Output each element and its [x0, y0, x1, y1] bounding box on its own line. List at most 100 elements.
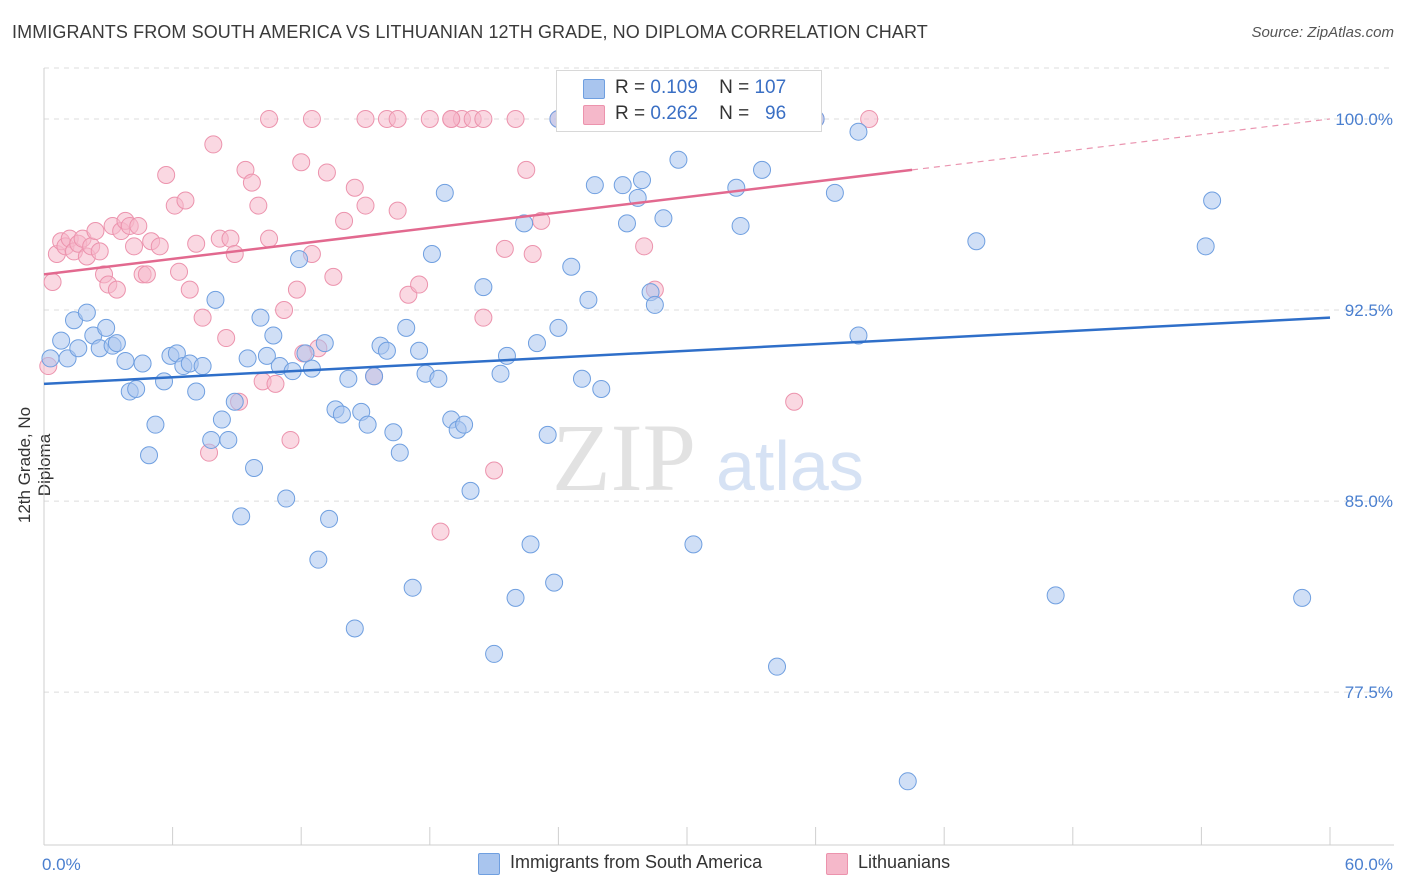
x-tick-max: 60.0%	[1345, 855, 1393, 874]
data-point-lithuanians	[221, 229, 240, 248]
data-point-lithuanians	[43, 272, 62, 291]
data-point-south-america	[107, 334, 126, 353]
data-point-lithuanians	[260, 229, 279, 248]
data-point-south-america	[345, 619, 364, 638]
data-point-south-america	[219, 430, 238, 449]
data-point-south-america	[410, 341, 429, 360]
data-point-south-america	[41, 349, 60, 368]
stats-legend: R = 0.109 N = 107 R = 0.262 N = 96	[556, 70, 822, 132]
data-point-south-america	[538, 425, 557, 444]
n-value: 96	[765, 103, 787, 124]
data-point-lithuanians	[523, 244, 542, 263]
legend-row-pink: R = 0.262 N = 96	[615, 103, 786, 125]
data-point-south-america	[506, 588, 525, 607]
data-point-south-america	[474, 278, 493, 297]
bottom-legend-swatch-blue	[478, 853, 500, 875]
data-point-south-america	[384, 423, 403, 442]
data-point-south-america	[549, 318, 568, 337]
data-point-lithuanians	[204, 135, 223, 154]
axes	[43, 68, 1394, 846]
r-label: R =	[615, 103, 646, 124]
data-point-south-america	[645, 295, 664, 314]
data-point-lithuanians	[275, 301, 294, 320]
data-point-lithuanians	[495, 239, 514, 258]
chart-title: IMMIGRANTS FROM SOUTH AMERICA VS LITHUAN…	[12, 22, 928, 42]
data-point-south-america	[155, 372, 174, 391]
data-point-south-america	[377, 341, 396, 360]
data-point-south-america	[77, 303, 96, 322]
data-point-south-america	[365, 367, 384, 386]
data-point-south-america	[654, 209, 673, 228]
data-point-south-america	[562, 257, 581, 276]
data-point-south-america	[527, 334, 546, 353]
data-point-lithuanians	[176, 191, 195, 210]
data-point-south-america	[545, 573, 564, 592]
data-point-south-america	[632, 171, 651, 190]
data-point-lithuanians	[180, 280, 199, 299]
data-point-south-america	[264, 326, 283, 345]
data-point-lithuanians	[125, 237, 144, 256]
data-point-south-america	[455, 415, 474, 434]
data-point-south-america	[277, 489, 296, 508]
data-point-lithuanians	[170, 262, 189, 281]
data-point-south-america	[461, 481, 480, 500]
data-point-south-america	[1293, 588, 1312, 607]
data-point-south-america	[515, 214, 534, 233]
data-point-lithuanians	[388, 201, 407, 220]
x-tick-min: 0.0%	[42, 855, 81, 874]
data-point-south-america	[232, 507, 251, 526]
data-point-south-america	[290, 250, 309, 269]
data-point-south-america	[397, 318, 416, 337]
data-point-lithuanians	[107, 280, 126, 299]
data-point-south-america	[403, 578, 422, 597]
data-point-lithuanians	[324, 267, 343, 286]
data-point-south-america	[97, 318, 116, 337]
data-point-lithuanians	[532, 211, 551, 230]
data-point-lithuanians	[474, 308, 493, 327]
data-point-south-america	[731, 216, 750, 235]
data-point-south-america	[825, 183, 844, 202]
y-tick-label: 100.0%	[1335, 110, 1393, 129]
data-point-south-america	[390, 443, 409, 462]
data-point-lithuanians	[345, 178, 364, 197]
data-point-lithuanians	[635, 237, 654, 256]
source-note: Source: ZipAtlas.com	[1251, 24, 1394, 41]
data-point-lithuanians	[388, 109, 407, 128]
data-point-south-america	[193, 357, 212, 376]
data-point-lithuanians	[217, 329, 236, 348]
trend-line-south-america	[43, 316, 1331, 386]
data-point-lithuanians	[506, 109, 525, 128]
data-point-lithuanians	[281, 430, 300, 449]
data-point-south-america	[1046, 586, 1065, 605]
data-point-lithuanians	[317, 163, 336, 182]
data-point-south-america	[187, 382, 206, 401]
trend-lines	[43, 118, 1331, 386]
data-point-lithuanians	[193, 308, 212, 327]
bottom-legend-swatch-pink	[826, 853, 848, 875]
data-point-south-america	[429, 369, 448, 388]
data-point-lithuanians	[266, 374, 285, 393]
data-point-lithuanians	[242, 173, 261, 192]
data-point-lithuanians	[150, 237, 169, 256]
data-point-south-america	[127, 379, 146, 398]
watermark-zip: ZIP	[552, 404, 696, 511]
legend-row-blue: R = 0.109 N = 107	[615, 77, 786, 99]
data-point-south-america	[849, 122, 868, 141]
data-point-south-america	[257, 346, 276, 365]
data-point-lithuanians	[356, 196, 375, 215]
bottom-legend-label-blue: Immigrants from South America	[510, 852, 763, 872]
data-point-lithuanians	[356, 109, 375, 128]
data-point-south-america	[497, 346, 516, 365]
data-point-lithuanians	[260, 109, 279, 128]
y-tick-label: 85.0%	[1345, 492, 1393, 511]
data-point-south-america	[146, 415, 165, 434]
data-point-south-america	[1196, 237, 1215, 256]
data-point-south-america	[435, 183, 454, 202]
data-point-south-america	[212, 410, 231, 429]
data-point-lithuanians	[287, 280, 306, 299]
y-tick-labels: 77.5% 85.0% 92.5% 100.0%	[1335, 110, 1393, 702]
data-point-lithuanians	[485, 461, 504, 480]
trend-extension-lithuanians	[911, 118, 1331, 171]
data-point-lithuanians	[249, 196, 268, 215]
